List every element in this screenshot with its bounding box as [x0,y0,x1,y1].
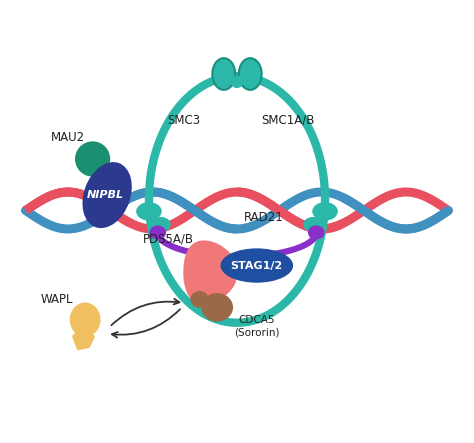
Ellipse shape [212,58,235,90]
Ellipse shape [151,217,171,232]
Ellipse shape [231,76,243,88]
Text: CDCA5
(Sororin): CDCA5 (Sororin) [234,315,280,338]
Ellipse shape [312,202,338,221]
Ellipse shape [70,303,100,337]
Text: NIPBL: NIPBL [86,190,124,200]
Text: PDS5A/B: PDS5A/B [143,233,194,245]
PathPatch shape [183,241,236,304]
Ellipse shape [191,291,209,308]
Ellipse shape [149,225,166,240]
Text: MAU2: MAU2 [50,132,84,144]
Ellipse shape [239,58,262,90]
Text: STAG1/2: STAG1/2 [231,260,283,271]
Polygon shape [72,327,95,350]
Text: SMC3: SMC3 [168,114,201,127]
Text: SMC1A/B: SMC1A/B [261,114,314,127]
Ellipse shape [303,217,323,232]
Ellipse shape [136,202,162,221]
Text: WAPL: WAPL [40,293,73,307]
Circle shape [75,141,110,177]
Ellipse shape [308,225,325,240]
Ellipse shape [82,162,132,228]
Text: RAD21: RAD21 [244,210,283,224]
Ellipse shape [220,249,293,283]
Ellipse shape [201,293,233,322]
